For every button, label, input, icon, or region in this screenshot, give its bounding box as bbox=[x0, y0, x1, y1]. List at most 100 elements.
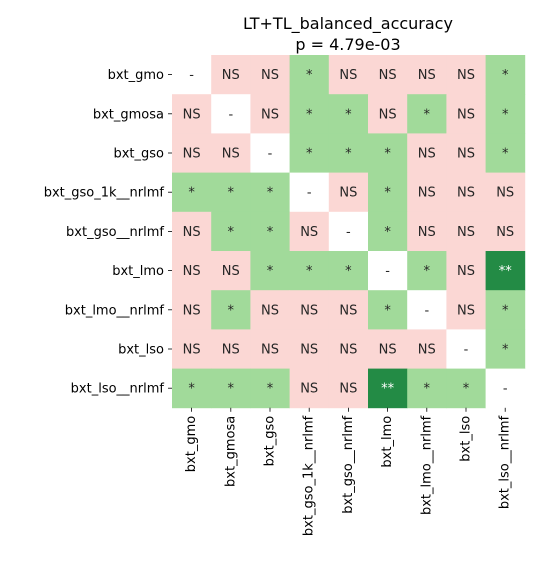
cell-value-label: * bbox=[267, 264, 274, 279]
heatmap-cell bbox=[407, 290, 447, 330]
cell-value-label: * bbox=[345, 147, 352, 162]
heatmap-cell bbox=[172, 251, 212, 291]
cell-value-label: NS bbox=[418, 343, 436, 358]
heatmap-cell bbox=[485, 329, 526, 369]
column-tick-label: bxt_lmo__nrlmf bbox=[419, 415, 434, 515]
heatmap-cell bbox=[289, 55, 330, 95]
cell-value-label: * bbox=[424, 107, 431, 122]
heatmap-cell bbox=[368, 94, 408, 134]
heatmap-cell bbox=[289, 94, 330, 134]
cell-value-label: NS bbox=[418, 225, 436, 240]
heatmap-cell bbox=[328, 94, 369, 134]
cell-value-label: NS bbox=[183, 147, 201, 162]
heatmap-cell bbox=[485, 211, 526, 252]
column-tick-label: bxt_gso_1k__nrlmf bbox=[302, 415, 317, 536]
cell-value-label: NS bbox=[222, 264, 240, 279]
heatmap-cell bbox=[446, 172, 486, 213]
heatmap-cell bbox=[407, 368, 447, 409]
heatmap-cell bbox=[407, 211, 447, 252]
cell-value-label: NS bbox=[418, 186, 436, 201]
heatmap-cell bbox=[211, 329, 251, 369]
cell-value-label: * bbox=[502, 107, 509, 122]
cell-value-label: NS bbox=[457, 186, 475, 201]
cell-value-label: * bbox=[267, 225, 274, 240]
heatmap-cell bbox=[446, 290, 486, 330]
row-tick-label: bxt_lso bbox=[118, 343, 164, 358]
heatmap-cell bbox=[289, 290, 330, 330]
heatmap-cell bbox=[328, 172, 369, 213]
cell-value-label: NS bbox=[261, 68, 279, 83]
cell-value-label: * bbox=[267, 186, 274, 201]
heatmap-cell bbox=[289, 329, 330, 369]
cell-value-label: - bbox=[307, 186, 312, 201]
row-tick-label: bxt_lmo__nrlmf bbox=[65, 303, 165, 318]
row-tick-label: bxt_gso bbox=[113, 147, 164, 162]
heatmap-cell bbox=[407, 251, 447, 291]
cell-value-label: * bbox=[306, 264, 313, 279]
heatmap-cell bbox=[211, 133, 251, 173]
column-tick-label: bxt_gmo bbox=[184, 416, 199, 472]
heatmap-cell bbox=[485, 94, 526, 134]
heatmap-cell bbox=[368, 172, 408, 213]
heatmap-cells: - NS NS * NS NS NS NS *NS - NS * * NS * NS *NS NS - * * * NS NS… bbox=[172, 55, 526, 409]
cell-value-label: * bbox=[502, 147, 509, 162]
cell-value-label: ** bbox=[499, 264, 513, 279]
heatmap-cell bbox=[211, 94, 251, 134]
cell-value-label: NS bbox=[457, 68, 475, 83]
heatmap-cell bbox=[446, 55, 486, 95]
heatmap-cell bbox=[211, 368, 251, 409]
heatmap-cell bbox=[446, 329, 486, 369]
cell-value-label: * bbox=[306, 68, 313, 83]
heatmap-cell bbox=[485, 133, 526, 173]
heatmap-cell bbox=[289, 251, 330, 291]
heatmap-cell bbox=[407, 329, 447, 369]
heatmap-cell bbox=[211, 55, 251, 95]
cell-value-label: * bbox=[502, 68, 509, 83]
heatmap-cell bbox=[289, 172, 330, 213]
heatmap-cell bbox=[250, 290, 290, 330]
heatmap-cell bbox=[407, 133, 447, 173]
cell-value-label: * bbox=[424, 382, 431, 397]
cell-value-label: NS bbox=[457, 147, 475, 162]
column-tick-labels: bxt_gmo bxt_gmosa bxt_gso bxt_gso_1k__nrlmf… bbox=[184, 407, 513, 536]
cell-value-label: - bbox=[503, 382, 508, 397]
row-tick-labels: bxt_gmo bxt_gmosa bxt_gso bxt_gso_1k__nrlmf… bbox=[44, 68, 172, 397]
chart-subtitle: p = 4.79e-03 bbox=[295, 35, 400, 54]
heatmap-cell bbox=[328, 329, 369, 369]
heatmap-cell bbox=[485, 290, 526, 330]
cell-value-label: NS bbox=[457, 303, 475, 318]
cell-value-label: * bbox=[228, 382, 235, 397]
cell-value-label: - bbox=[268, 147, 273, 162]
cell-value-label: NS bbox=[457, 264, 475, 279]
heatmap-cell bbox=[407, 172, 447, 213]
column-tick-label: bxt_lso__nrlmf bbox=[498, 415, 513, 509]
heatmap-cell bbox=[289, 211, 330, 252]
heatmap-cell bbox=[289, 133, 330, 173]
column-tick-label: bxt_gso bbox=[263, 416, 278, 467]
row-tick-label: bxt_lso__nrlmf bbox=[71, 382, 165, 397]
cell-value-label: * bbox=[502, 343, 509, 358]
heatmap-cell bbox=[485, 55, 526, 95]
cell-value-label: NS bbox=[222, 147, 240, 162]
cell-value-label: * bbox=[345, 264, 352, 279]
cell-value-label: * bbox=[228, 303, 235, 318]
cell-value-label: * bbox=[306, 107, 313, 122]
cell-value-label: * bbox=[384, 186, 391, 201]
column-tick-label: bxt_lmo bbox=[380, 416, 395, 468]
heatmap-cell bbox=[172, 329, 212, 369]
column-tick-label: bxt_gmosa bbox=[223, 416, 238, 487]
cell-value-label: NS bbox=[379, 68, 397, 83]
cell-value-label: * bbox=[188, 382, 195, 397]
cell-value-label: * bbox=[267, 382, 274, 397]
heatmap-cell bbox=[250, 55, 290, 95]
heatmap-cell bbox=[368, 290, 408, 330]
cell-value-label: - bbox=[228, 107, 233, 122]
cell-value-label: NS bbox=[183, 303, 201, 318]
cell-value-label: NS bbox=[339, 303, 357, 318]
heatmap-cell bbox=[211, 172, 251, 213]
cell-value-label: NS bbox=[339, 68, 357, 83]
heatmap-cell bbox=[211, 211, 251, 252]
column-tick-label: bxt_gso__nrlmf bbox=[341, 415, 356, 513]
cell-value-label: NS bbox=[300, 343, 318, 358]
heatmap-cell bbox=[328, 251, 369, 291]
